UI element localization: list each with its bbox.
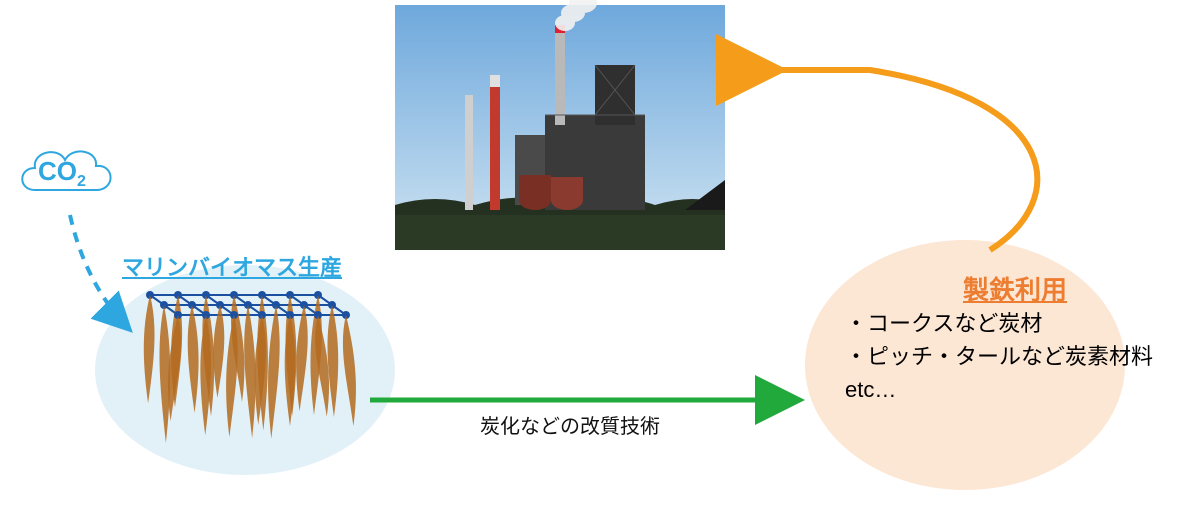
co2-label: CO2 [38, 156, 86, 191]
steel-use-title: 製鉄利用 [845, 270, 1185, 307]
orange-arrow [770, 70, 1037, 250]
steel-use-bullet: ・コークスなど炭材 [845, 307, 1185, 340]
steel-use-bullet: etc… [845, 373, 1185, 406]
steel-use-bullet: ・ピッチ・タールなど炭素材料 [845, 340, 1185, 373]
green-arrow-label: 炭化などの改質技術 [480, 410, 660, 439]
diagram-stage: マリンバイオマス生産 製鉄利用 ・コークスなど炭材・ピッチ・タールなど炭素材料 … [0, 0, 1200, 520]
steel-use-bullets: ・コークスなど炭材・ピッチ・タールなど炭素材料 etc… [845, 307, 1185, 406]
marine-biomass-title: マリンバイオマス生産 [122, 250, 342, 282]
steel-use-block: 製鉄利用 ・コークスなど炭材・ピッチ・タールなど炭素材料 etc… [845, 270, 1185, 406]
marine-biomass-ellipse [95, 265, 395, 475]
steel-plant-image [395, 0, 725, 250]
